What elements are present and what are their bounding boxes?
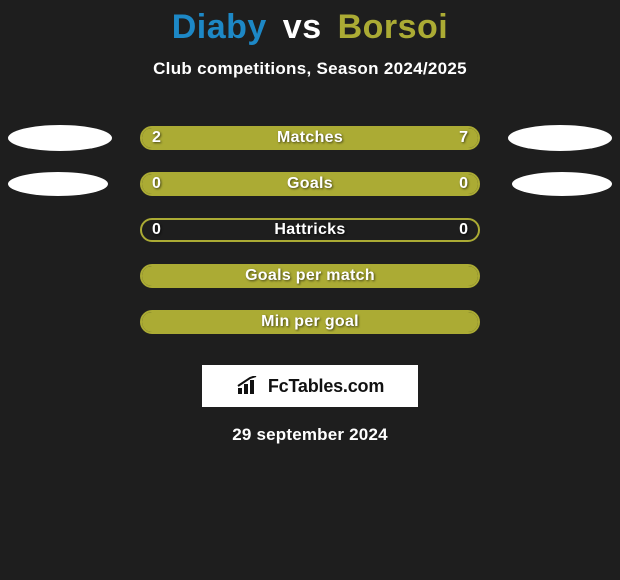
bar-label: Min per goal <box>142 312 478 332</box>
stat-bar: 0 Hattricks 0 <box>140 218 480 242</box>
bar-value-right: 7 <box>449 128 478 148</box>
stat-row: Min per goal <box>0 299 620 345</box>
bar-label: Hattricks <box>142 220 478 240</box>
avatar-right <box>508 125 612 151</box>
title: Diaby vs Borsoi <box>0 8 620 47</box>
player2-name: Borsoi <box>338 8 449 46</box>
player1-name: Diaby <box>172 8 267 46</box>
date-text: 29 september 2024 <box>0 425 620 445</box>
bar-value-right: 0 <box>449 174 478 194</box>
subtitle: Club competitions, Season 2024/2025 <box>0 59 620 79</box>
vs-text: vs <box>283 8 322 46</box>
infographic-container: Diaby vs Borsoi Club competitions, Seaso… <box>0 0 620 445</box>
bar-label: Matches <box>142 128 478 148</box>
brand-box: FcTables.com <box>202 365 418 407</box>
avatar-left <box>8 172 108 196</box>
stat-bar: 2 Matches 7 <box>140 126 480 150</box>
stat-rows: 2 Matches 7 0 Goals 0 0 Hat <box>0 115 620 345</box>
stat-bar: Min per goal <box>140 310 480 334</box>
stat-row: 0 Goals 0 <box>0 161 620 207</box>
brand-chart-icon <box>236 376 262 396</box>
bar-value-right: 0 <box>449 220 478 240</box>
stat-row: Goals per match <box>0 253 620 299</box>
avatar-right <box>512 172 612 196</box>
brand-text: FcTables.com <box>268 376 384 397</box>
avatar-left <box>8 125 112 151</box>
bar-label: Goals per match <box>142 266 478 286</box>
stat-bar: 0 Goals 0 <box>140 172 480 196</box>
bar-label: Goals <box>142 174 478 194</box>
stat-row: 2 Matches 7 <box>0 115 620 161</box>
stat-row: 0 Hattricks 0 <box>0 207 620 253</box>
stat-bar: Goals per match <box>140 264 480 288</box>
